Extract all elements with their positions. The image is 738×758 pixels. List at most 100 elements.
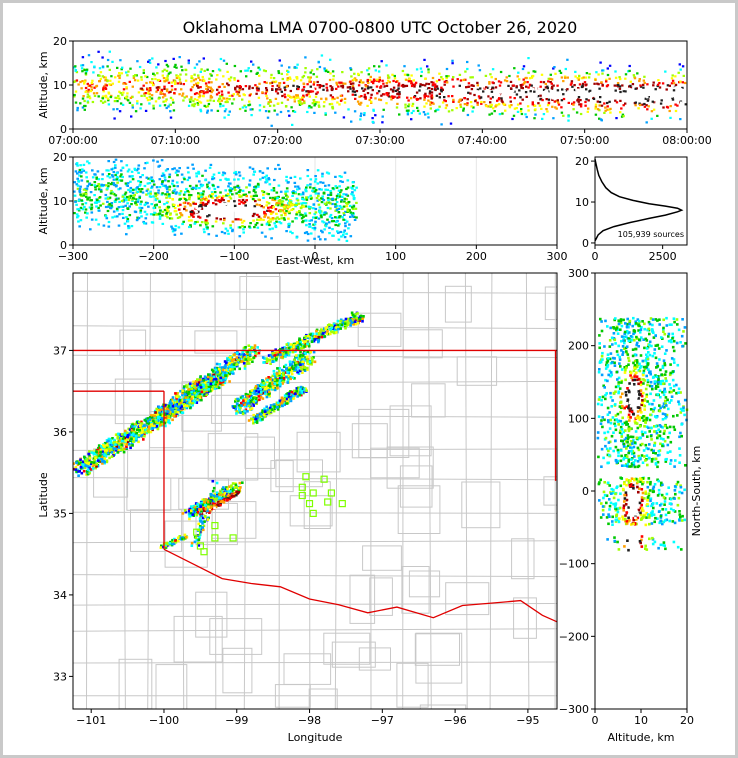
source-cell — [233, 200, 236, 203]
source-cell — [220, 230, 224, 234]
source-cell — [124, 429, 127, 433]
source-cell — [334, 185, 338, 188]
source-cell — [85, 461, 89, 465]
source-cell — [485, 86, 488, 89]
source-cell — [488, 87, 491, 90]
source-cell — [314, 188, 318, 192]
source-cell — [207, 199, 210, 202]
source-cell — [542, 88, 546, 91]
source-cell — [326, 218, 329, 221]
source-cell — [410, 118, 413, 121]
source-cell — [118, 179, 121, 182]
source-cell — [289, 230, 292, 233]
source-cell — [335, 207, 339, 210]
source-cell — [331, 187, 335, 190]
source-cell — [165, 213, 168, 216]
source-cell — [579, 105, 583, 108]
east-west-x-ticks: −300 −200 −100 0 100 200 300 — [58, 245, 568, 263]
source-cell — [165, 188, 169, 191]
source-cell — [251, 350, 254, 353]
source-cell — [237, 209, 241, 212]
source-cell — [549, 81, 552, 84]
source-cell — [87, 88, 90, 91]
source-cell — [90, 460, 93, 464]
source-cell — [166, 209, 170, 212]
source-cell — [349, 87, 352, 90]
source-cell — [217, 213, 220, 216]
source-cell — [223, 381, 227, 385]
source-cell — [447, 75, 450, 78]
source-cell — [641, 103, 644, 106]
source-cell — [157, 86, 160, 89]
source-cell — [218, 85, 221, 88]
source-cell — [642, 83, 645, 86]
source-cell — [189, 194, 193, 197]
source-cell — [126, 184, 129, 187]
source-cell — [347, 90, 350, 93]
source-cell — [188, 382, 192, 385]
source-cell — [190, 98, 193, 101]
source-cell — [343, 213, 346, 216]
source-cell — [270, 237, 273, 240]
source-cell — [269, 220, 272, 223]
source-cell — [302, 74, 306, 78]
source-cell — [200, 68, 203, 71]
source-cell — [546, 87, 549, 90]
source-cell — [195, 401, 199, 404]
source-cell — [540, 107, 543, 110]
source-cell — [107, 169, 110, 172]
source-cell — [152, 206, 156, 210]
source-cell — [329, 207, 332, 210]
source-cell — [217, 380, 221, 383]
source-cell — [143, 426, 146, 429]
source-cell — [634, 101, 637, 104]
source-cell — [122, 82, 125, 85]
source-cell — [152, 104, 155, 107]
source-cell — [90, 451, 93, 454]
source-cell — [133, 430, 137, 434]
source-cell — [307, 92, 310, 95]
source-cell — [285, 175, 288, 178]
source-cell — [122, 216, 125, 219]
source-cell — [155, 193, 159, 196]
source-cell — [222, 202, 225, 206]
source-cell — [438, 72, 441, 75]
source-cell — [76, 208, 79, 211]
source-cell — [144, 202, 148, 205]
source-cell — [118, 90, 121, 93]
source-cell — [232, 208, 235, 211]
x-tick-label: 07:50:00 — [560, 134, 609, 147]
source-cell — [664, 70, 667, 73]
source-cell — [200, 192, 203, 195]
source-cell — [96, 198, 99, 202]
source-cell — [87, 452, 90, 456]
source-cell — [179, 203, 182, 206]
source-cell — [206, 379, 210, 383]
source-cell — [222, 219, 226, 222]
source-cell — [563, 75, 567, 78]
source-cell — [86, 212, 89, 215]
source-cell — [671, 98, 675, 101]
source-cell — [158, 408, 161, 412]
source-cell — [507, 84, 510, 87]
source-cell — [129, 194, 133, 198]
x-tick-label: 2500 — [649, 250, 677, 263]
source-cell — [502, 103, 506, 106]
source-cell — [188, 98, 191, 101]
source-cell — [77, 208, 81, 211]
source-cell — [609, 111, 612, 114]
source-cell — [132, 76, 136, 79]
source-cell — [412, 79, 415, 82]
source-cell — [178, 403, 181, 406]
source-cell — [313, 111, 316, 114]
source-cell — [313, 81, 316, 84]
source-cell — [335, 87, 338, 90]
source-cell — [268, 183, 272, 186]
source-cell — [158, 178, 162, 181]
county-outline — [211, 501, 257, 539]
source-cell — [223, 217, 226, 220]
source-cell — [444, 106, 448, 110]
source-cell — [423, 105, 426, 108]
source-cell — [211, 175, 214, 179]
source-cell — [254, 200, 257, 203]
